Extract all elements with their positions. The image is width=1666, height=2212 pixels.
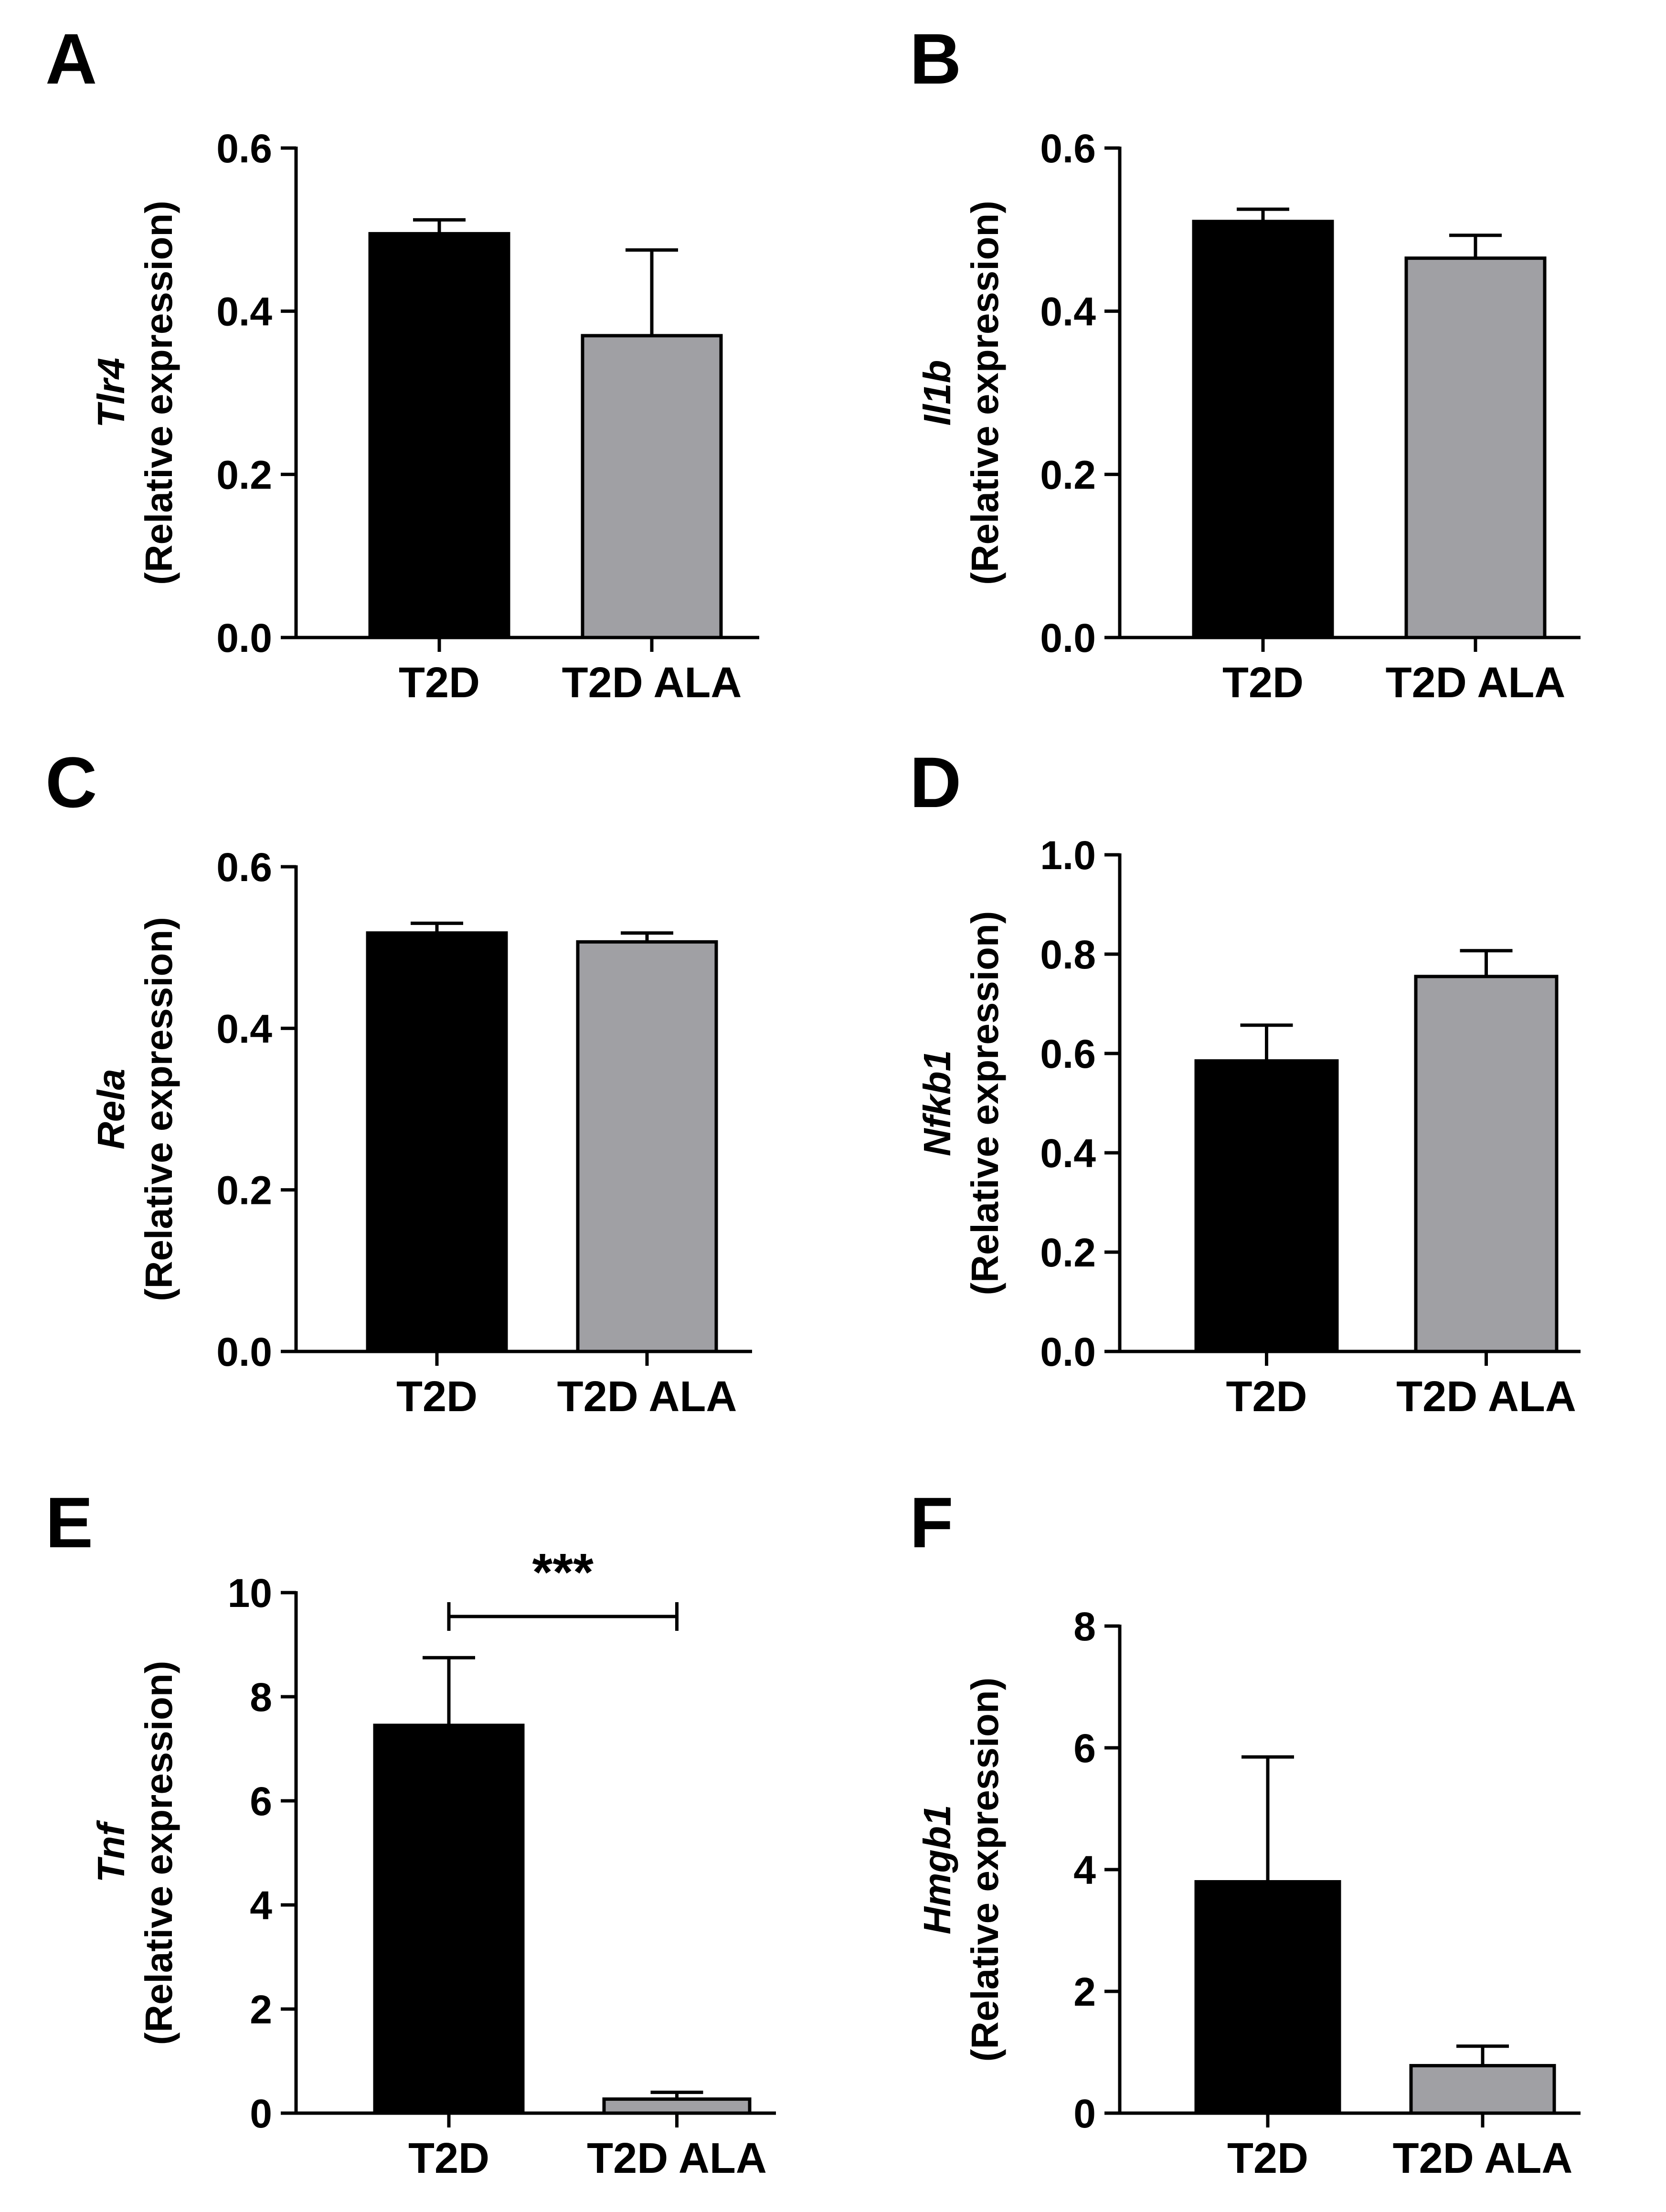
y-axis-label: Tlr4 (Relative expression) <box>90 201 180 585</box>
x-tick-label: T2D ALA <box>557 1373 737 1421</box>
x-tick-label: T2D ALA <box>1396 1373 1576 1421</box>
y-tick-label: 0.6 <box>1040 1032 1096 1076</box>
y-tick-label: 0.2 <box>216 452 272 497</box>
y-tick-label: 0.2 <box>1040 452 1096 497</box>
bar-t2d <box>1192 220 1334 639</box>
chart-panel-b: B Il1b (Relative expression) T2D T2D ALA 0.0 0… <box>910 19 1581 707</box>
x-tick-label: T2D ALA <box>587 2135 767 2182</box>
y-axis-gene: Hmgb1 <box>916 1805 958 1934</box>
chart-panel-a: A Tlr4 (Relative expression) T2D T2D ALA 0.0 0… <box>45 19 759 707</box>
y-tick-label: 10 <box>228 1571 272 1616</box>
y-tick-label: 8 <box>250 1675 272 1720</box>
y-axis-gene: Rela <box>90 1069 132 1149</box>
significance-label: *** <box>532 1543 594 1602</box>
x-tick-label: T2D <box>399 659 480 707</box>
x-tick-label: T2D <box>396 1373 478 1421</box>
chart-panel-e: E Tnf (Relative expression) T2D T2D ALA 0 2 4 6 8… <box>45 1482 776 2182</box>
y-tick-label: 0.6 <box>216 845 272 890</box>
x-tick-label: T2D ALA <box>562 659 742 707</box>
bar-t2d <box>373 1723 525 2115</box>
y-axis-label: Tnf (Relative expression) <box>90 1661 180 2045</box>
bar-t2d-ala <box>576 940 718 1353</box>
chart-panel-c: C Rela (Relative expression) T2D T2D ALA 0.0 0… <box>45 742 752 1421</box>
x-tick-label: T2D <box>1222 659 1304 707</box>
x-tick-label: T2D <box>1227 2135 1308 2182</box>
y-tick-label: 0 <box>1073 2091 1096 2136</box>
panel-letter: E <box>45 1482 93 1563</box>
x-tick-label: T2D ALA <box>1393 2135 1573 2182</box>
y-tick-label: 0.0 <box>1040 616 1096 660</box>
x-tick-label: T2D ALA <box>1386 659 1566 707</box>
y-tick-label: 2 <box>250 1987 272 2032</box>
y-axis-unit: (Relative expression) <box>964 1678 1006 2062</box>
y-tick-label: 0.4 <box>1040 289 1096 334</box>
bar-t2d-ala <box>1414 975 1559 1353</box>
y-tick-label: 0.2 <box>1040 1230 1096 1275</box>
panel-letter: B <box>910 19 961 99</box>
y-axis-label: Rela (Relative expression) <box>90 917 180 1301</box>
y-tick-label: 0.8 <box>1040 932 1096 977</box>
x-tick-label: T2D <box>408 2135 489 2182</box>
chart-panel-d: D Nfkb1 (Relative expression) T2D T2D ALA 0.0… <box>910 742 1581 1421</box>
panel-letter: A <box>45 19 97 99</box>
y-tick-label: 0.4 <box>216 1006 272 1051</box>
y-axis-label: Il1b (Relative expression) <box>916 201 1006 585</box>
bar-t2d-ala <box>602 2097 752 2115</box>
y-axis-unit: (Relative expression) <box>964 201 1006 585</box>
bar-t2d <box>1194 1880 1341 2115</box>
bar-t2d-ala <box>1409 2064 1556 2115</box>
y-axis-unit: (Relative expression) <box>138 201 180 585</box>
y-tick-label: 0 <box>250 2091 272 2136</box>
bar-t2d <box>366 931 508 1353</box>
y-tick-label: 0.6 <box>216 126 272 171</box>
y-tick-label: 6 <box>250 1779 272 1824</box>
y-tick-label: 0.0 <box>216 616 272 660</box>
y-axis-gene: Il1b <box>916 360 958 426</box>
panel-letter: C <box>45 742 97 822</box>
y-tick-label: 6 <box>1073 1726 1096 1771</box>
y-tick-label: 8 <box>1073 1604 1096 1649</box>
chart-panel-f: F Hmgb1 (Relative expression) T2D T2D ALA 0 2 4… <box>910 1482 1581 2182</box>
y-tick-label: 0.0 <box>1040 1329 1096 1374</box>
y-tick-label: 0.6 <box>1040 126 1096 171</box>
y-axis-unit: (Relative expression) <box>138 917 180 1301</box>
y-axis-gene: Tnf <box>90 1819 132 1882</box>
bar-t2d <box>368 232 510 639</box>
y-axis-unit: (Relative expression) <box>964 911 1006 1296</box>
y-tick-label: 1.0 <box>1040 833 1096 878</box>
y-axis-label: Hmgb1 (Relative expression) <box>916 1678 1006 2062</box>
y-tick-label: 2 <box>1073 1969 1096 2014</box>
y-axis-gene: Tlr4 <box>90 358 132 428</box>
bar-t2d-ala <box>581 334 723 639</box>
y-axis-unit: (Relative expression) <box>138 1661 180 2045</box>
y-tick-label: 4 <box>1073 1848 1096 1893</box>
x-tick-label: T2D <box>1226 1373 1307 1421</box>
panel-letter: F <box>910 1482 954 1563</box>
bar-t2d <box>1194 1059 1339 1353</box>
bar-t2d-ala <box>1404 256 1547 639</box>
y-axis-label: Nfkb1 (Relative expression) <box>916 911 1006 1296</box>
y-tick-label: 0.2 <box>216 1168 272 1213</box>
y-axis-gene: Nfkb1 <box>916 1050 958 1156</box>
y-tick-label: 0.4 <box>1040 1131 1096 1176</box>
y-tick-label: 0.0 <box>216 1329 272 1374</box>
panel-letter: D <box>910 742 961 822</box>
y-tick-label: 4 <box>250 1883 272 1928</box>
y-tick-label: 0.4 <box>216 289 272 334</box>
